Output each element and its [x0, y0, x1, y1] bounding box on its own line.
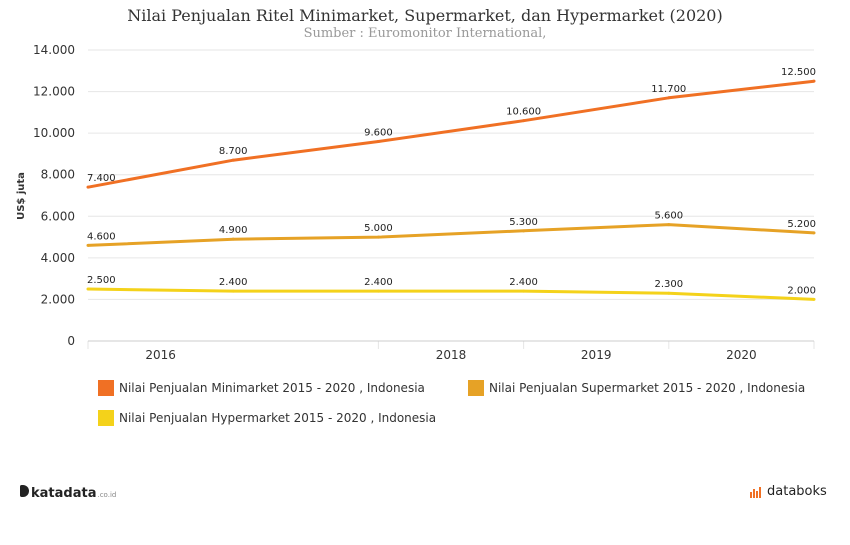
databoks-bars-icon	[750, 486, 761, 498]
data-point[interactable]	[812, 79, 816, 83]
y-tick-label: 0	[67, 334, 75, 348]
chart-title: Nilai Penjualan Ritel Minimarket, Superm…	[127, 6, 723, 25]
data-label: 5.200	[787, 219, 816, 230]
data-point[interactable]	[231, 237, 235, 241]
x-tick-label: 2020	[726, 348, 757, 362]
legend-label-supermarket: Nilai Penjualan Supermarket 2015 - 2020 …	[489, 381, 806, 395]
data-label: 10.600	[506, 107, 541, 118]
y-tick-label: 4.000	[41, 251, 75, 265]
x-tick-label: 2018	[436, 348, 467, 362]
data-label: 2.400	[509, 277, 538, 288]
data-point[interactable]	[86, 185, 90, 189]
legend-swatch-hypermarket	[98, 410, 114, 426]
data-point[interactable]	[231, 158, 235, 162]
y-tick-label: 2.000	[41, 292, 75, 306]
data-label: 4.900	[219, 225, 248, 236]
data-label: 4.600	[87, 231, 116, 242]
data-label: 8.700	[219, 146, 248, 157]
data-point[interactable]	[812, 297, 816, 301]
data-label: 2.400	[219, 277, 248, 288]
y-tick-label: 14.000	[33, 43, 75, 57]
data-point[interactable]	[667, 223, 671, 227]
chart-subtitle: Sumber : Euromonitor International,	[303, 26, 547, 41]
data-point[interactable]	[231, 289, 235, 293]
y-axis-label: US$ juta	[16, 172, 27, 220]
data-point[interactable]	[376, 235, 380, 239]
legend-label-hypermarket: Nilai Penjualan Hypermarket 2015 - 2020 …	[119, 411, 437, 425]
legend-label-minimarket: Nilai Penjualan Minimarket 2015 - 2020 ,…	[119, 381, 425, 395]
data-point[interactable]	[812, 231, 816, 235]
y-tick-label: 10.000	[33, 126, 75, 140]
x-tick-label: 2019	[581, 348, 612, 362]
katadata-mark-icon	[20, 485, 29, 497]
data-point[interactable]	[522, 289, 526, 293]
x-axis: 2016 2018 2019 2020	[88, 340, 814, 362]
data-point[interactable]	[667, 96, 671, 100]
legend-swatch-supermarket	[468, 380, 484, 396]
series-lines	[86, 79, 816, 301]
katadata-domain: .co.id	[97, 491, 117, 499]
data-label: 2.300	[654, 279, 683, 290]
data-point[interactable]	[86, 243, 90, 247]
data-label: 5.600	[654, 211, 683, 222]
data-point[interactable]	[522, 119, 526, 123]
databoks-logo[interactable]: databoks	[750, 484, 827, 499]
data-label: 7.400	[87, 173, 116, 184]
legend-item-hypermarket[interactable]: Nilai Penjualan Hypermarket 2015 - 2020 …	[98, 410, 436, 426]
series-line-1[interactable]	[87, 223, 815, 247]
data-label: 12.500	[781, 67, 816, 78]
data-point[interactable]	[522, 229, 526, 233]
data-point[interactable]	[667, 291, 671, 295]
y-tick-label: 8.000	[41, 168, 75, 182]
data-point[interactable]	[376, 289, 380, 293]
gridlines	[87, 49, 815, 349]
x-tick-label: 2016	[145, 348, 176, 362]
katadata-wordmark: katadata	[31, 486, 97, 501]
y-axis: 0 2.000 4.000 6.000 8.000 10.000 12.000 14.000	[33, 43, 75, 348]
data-label: 2.400	[364, 277, 393, 288]
data-labels: 7.400 8.700 9.600 10.600 11.700 12.500 4.600 4.…	[87, 67, 816, 296]
katadata-logo[interactable]: katadata .co.id	[20, 485, 116, 501]
series-line-2[interactable]	[87, 287, 815, 301]
data-point[interactable]	[86, 287, 90, 291]
series-line-0[interactable]	[87, 79, 815, 189]
data-label: 11.700	[651, 84, 686, 95]
legend-item-minimarket[interactable]: Nilai Penjualan Minimarket 2015 - 2020 ,…	[98, 380, 425, 396]
data-label: 9.600	[364, 127, 393, 138]
line-chart: 02.0004.0006.0008.00010.00012.00014.000 …	[16, 43, 816, 362]
data-label: 5.300	[509, 217, 538, 228]
data-label: 2.500	[87, 275, 116, 286]
data-point[interactable]	[376, 139, 380, 143]
data-label: 2.000	[787, 285, 816, 296]
databoks-wordmark: databoks	[767, 484, 827, 499]
y-tick-label: 12.000	[33, 85, 75, 99]
legend-item-supermarket[interactable]: Nilai Penjualan Supermarket 2015 - 2020 …	[468, 380, 805, 396]
y-tick-label: 6.000	[41, 209, 75, 223]
data-label: 5.000	[364, 223, 393, 234]
legend-swatch-minimarket	[98, 380, 114, 396]
